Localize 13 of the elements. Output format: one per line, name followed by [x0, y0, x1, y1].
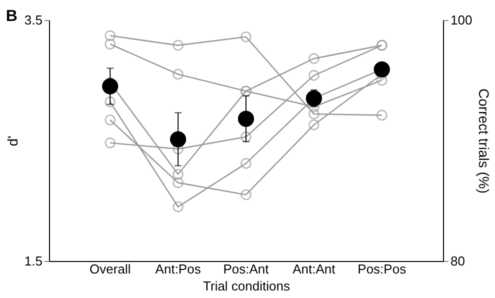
x-tick-label: Ant:Pos — [155, 262, 202, 276]
x-tick-label: Pos:Ant — [223, 262, 270, 276]
x-tick-label: Overall — [90, 262, 131, 276]
y-tick-label: 1.5 — [24, 254, 42, 268]
y2-tick-label: 80 — [450, 254, 465, 268]
y-tick-label: 3.5 — [24, 12, 42, 28]
x-axis-title: Trial conditions — [203, 278, 290, 294]
y2-tick-label: 100 — [450, 12, 472, 28]
y2-axis-title: Correct trials (%) — [476, 88, 492, 194]
x-tick-label: Pos:Pos — [358, 262, 407, 276]
chart-title: B — [6, 8, 18, 25]
y-axis-title: d' — [4, 136, 20, 146]
x-tick-label: Ant:Ant — [292, 262, 336, 276]
